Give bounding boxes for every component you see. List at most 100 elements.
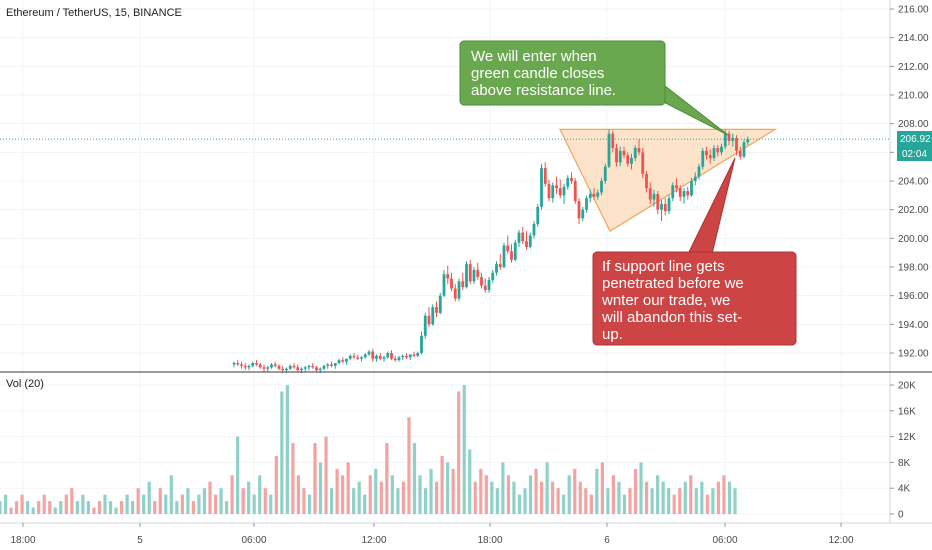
candle bbox=[352, 353, 356, 359]
time-tick-label: 12:00 bbox=[361, 535, 386, 546]
candle bbox=[585, 195, 588, 213]
candle-body bbox=[468, 264, 472, 282]
candle-body bbox=[273, 364, 277, 366]
candle-body bbox=[363, 354, 367, 358]
candle bbox=[446, 265, 450, 285]
candle-body bbox=[296, 367, 300, 371]
candle bbox=[697, 163, 701, 180]
candle-body bbox=[251, 363, 255, 366]
candle bbox=[453, 284, 457, 302]
candle-body bbox=[375, 355, 378, 359]
volume-bar bbox=[716, 481, 721, 514]
candle-body bbox=[405, 355, 408, 358]
candle bbox=[292, 363, 296, 369]
candle-body bbox=[566, 178, 570, 187]
candle-body bbox=[277, 365, 281, 369]
volume-tick-label: 12K bbox=[898, 432, 916, 443]
candle bbox=[558, 179, 562, 199]
candle-body bbox=[611, 133, 615, 149]
candle bbox=[431, 304, 435, 326]
volume-bar bbox=[131, 501, 135, 514]
volume-bar bbox=[219, 488, 223, 514]
candle bbox=[240, 361, 243, 369]
candle-body bbox=[330, 364, 333, 366]
candle-body bbox=[667, 198, 671, 212]
candle-body bbox=[570, 178, 573, 182]
candle bbox=[660, 199, 663, 222]
candle-body bbox=[705, 150, 708, 156]
candle-body bbox=[322, 365, 326, 369]
volume-bar bbox=[578, 481, 582, 514]
candle-body bbox=[348, 355, 352, 359]
volume-bar bbox=[407, 417, 411, 514]
volume-bar bbox=[274, 455, 278, 514]
volume-bar bbox=[0, 501, 2, 514]
candle bbox=[386, 351, 390, 359]
candle bbox=[600, 178, 603, 196]
volume-bar bbox=[14, 501, 19, 514]
volume-bar bbox=[197, 494, 201, 514]
candle-body bbox=[701, 150, 705, 167]
volume-bar bbox=[186, 488, 190, 514]
candle bbox=[502, 242, 506, 269]
candle-body bbox=[690, 181, 693, 196]
candle bbox=[405, 353, 408, 359]
volume-bar bbox=[48, 501, 52, 514]
candle bbox=[532, 221, 536, 239]
volume-bar bbox=[573, 468, 577, 514]
candle-body bbox=[543, 168, 547, 184]
volume-bar bbox=[180, 494, 184, 514]
candle bbox=[547, 179, 551, 202]
volume-bar bbox=[307, 494, 312, 514]
candle-body bbox=[285, 368, 288, 371]
candle-body bbox=[412, 354, 416, 356]
candle bbox=[322, 364, 326, 371]
candle bbox=[622, 146, 626, 159]
candle-body bbox=[693, 176, 697, 182]
candle-body bbox=[742, 142, 746, 157]
candle-body bbox=[626, 155, 630, 164]
candle-body bbox=[427, 315, 431, 325]
candle-body bbox=[476, 269, 480, 278]
candle-body bbox=[630, 158, 633, 164]
candle bbox=[536, 203, 540, 227]
volume-bar bbox=[379, 481, 383, 514]
candle bbox=[438, 292, 442, 315]
candle-body bbox=[675, 185, 678, 189]
volume-bar bbox=[114, 507, 118, 514]
candle-body bbox=[390, 353, 393, 359]
candle bbox=[682, 188, 686, 204]
volume-tick-label: 8K bbox=[898, 458, 911, 469]
volume-bar bbox=[236, 436, 240, 514]
candle bbox=[686, 186, 690, 200]
candle bbox=[450, 272, 453, 292]
candle-body bbox=[307, 365, 311, 368]
candle bbox=[577, 198, 581, 225]
volume-bar bbox=[595, 468, 599, 514]
candle-body bbox=[465, 264, 468, 288]
candle bbox=[528, 232, 532, 249]
candle-body bbox=[600, 181, 603, 193]
candle-body bbox=[345, 358, 348, 362]
volume-bar bbox=[230, 475, 234, 514]
candle-body bbox=[562, 186, 566, 196]
candle bbox=[315, 365, 318, 372]
volume-bar bbox=[125, 494, 129, 514]
candle bbox=[592, 188, 596, 200]
volume-bar bbox=[440, 455, 444, 514]
candle-body bbox=[371, 351, 375, 359]
candle-body bbox=[378, 355, 382, 359]
volume-tick-label: 16K bbox=[898, 406, 916, 417]
candle bbox=[412, 351, 416, 358]
candle bbox=[465, 261, 468, 289]
price-tick-label: 196.00 bbox=[898, 291, 929, 302]
candle-body bbox=[442, 274, 446, 296]
candle bbox=[570, 172, 573, 184]
candle-body bbox=[450, 278, 453, 289]
volume-bar bbox=[191, 501, 196, 514]
price-tick-label: 204.00 bbox=[898, 177, 929, 188]
